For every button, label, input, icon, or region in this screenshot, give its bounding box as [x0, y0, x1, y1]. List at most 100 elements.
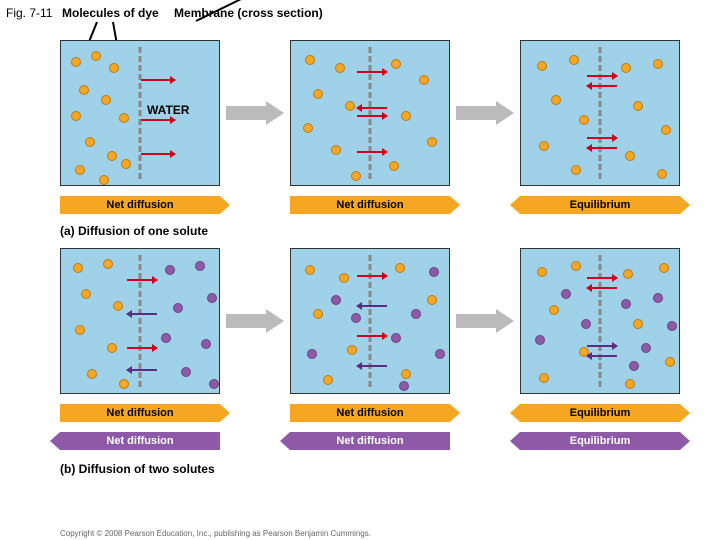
- dye-dot-orange: [121, 159, 131, 169]
- dye-dot-orange: [81, 289, 91, 299]
- dye-dot-orange: [345, 101, 355, 111]
- membrane-line: [599, 47, 602, 179]
- dye-dot-orange: [633, 319, 643, 329]
- dye-dot-purple: [535, 335, 545, 345]
- dye-dot-orange: [579, 115, 589, 125]
- dye-dot-orange: [313, 309, 323, 319]
- flow-arrow-icon: [357, 305, 387, 307]
- dye-dot-purple: [331, 295, 341, 305]
- dye-dot-orange: [549, 305, 559, 315]
- banner-equilibrium: Equilibrium: [520, 196, 680, 214]
- row-b: [60, 248, 680, 394]
- dye-dot-orange: [571, 165, 581, 175]
- dye-dot-orange: [347, 345, 357, 355]
- dye-dot-orange: [107, 343, 117, 353]
- dye-dot-orange: [79, 85, 89, 95]
- dye-dot-purple: [653, 293, 663, 303]
- dye-dot-orange: [339, 273, 349, 283]
- dye-dot-orange: [657, 169, 667, 179]
- dye-dot-orange: [537, 61, 547, 71]
- flow-arrow-icon: [587, 345, 617, 347]
- molecules-label: Molecules of dye: [62, 6, 159, 20]
- dye-dot-orange: [71, 111, 81, 121]
- flow-arrow-icon: [587, 147, 617, 149]
- dye-dot-orange: [335, 63, 345, 73]
- membrane-line: [369, 47, 372, 179]
- dye-dot-purple: [165, 265, 175, 275]
- flow-arrow-icon: [357, 275, 387, 277]
- flow-arrow-icon: [587, 277, 617, 279]
- top-labels: Molecules of dye Membrane (cross section…: [62, 6, 323, 20]
- dye-dot-purple: [173, 303, 183, 313]
- flow-arrow-icon: [357, 71, 387, 73]
- dye-dot-purple: [429, 267, 439, 277]
- dye-dot-purple: [641, 343, 651, 353]
- dye-dot-orange: [113, 301, 123, 311]
- dye-dot-orange: [659, 263, 669, 273]
- panel-a3: [520, 40, 680, 186]
- panel-b1: [60, 248, 220, 394]
- flow-arrow-icon: [127, 279, 157, 281]
- dye-dot-orange: [427, 137, 437, 147]
- caption-b: (b) Diffusion of two solutes: [60, 462, 215, 476]
- flow-arrow-icon: [357, 107, 387, 109]
- dye-dot-orange: [625, 379, 635, 389]
- dye-dot-purple: [181, 367, 191, 377]
- membrane-line: [139, 47, 142, 179]
- dye-dot-orange: [109, 63, 119, 73]
- dye-dot-purple: [207, 293, 217, 303]
- membrane-line: [599, 255, 602, 387]
- flow-arrow-icon: [357, 115, 387, 117]
- flow-arrow-icon: [357, 151, 387, 153]
- dye-dot-orange: [633, 101, 643, 111]
- dye-dot-orange: [85, 137, 95, 147]
- dye-dot-orange: [625, 151, 635, 161]
- dye-dot-orange: [537, 267, 547, 277]
- banner-net-diffusion: Net diffusion: [60, 432, 220, 450]
- dye-dot-orange: [75, 165, 85, 175]
- dye-dot-orange: [103, 259, 113, 269]
- row-b-banners-orange: Net diffusion Net diffusion Equilibrium: [60, 404, 680, 422]
- dye-dot-orange: [75, 325, 85, 335]
- dye-dot-orange: [569, 55, 579, 65]
- dye-dot-orange: [539, 373, 549, 383]
- dye-dot-orange: [87, 369, 97, 379]
- dye-dot-orange: [119, 379, 129, 389]
- flow-arrow-icon: [587, 85, 617, 87]
- dye-dot-orange: [661, 125, 671, 135]
- dye-dot-orange: [303, 123, 313, 133]
- flow-arrow-icon: [587, 355, 617, 357]
- dye-dot-orange: [395, 263, 405, 273]
- dye-dot-orange: [653, 59, 663, 69]
- dye-dot-orange: [73, 263, 83, 273]
- dye-dot-orange: [419, 75, 429, 85]
- dye-dot-orange: [107, 151, 117, 161]
- dye-dot-orange: [623, 269, 633, 279]
- flow-arrow-icon: [141, 153, 175, 155]
- dye-dot-purple: [201, 339, 211, 349]
- flow-arrow-icon: [127, 347, 157, 349]
- caption-a: (a) Diffusion of one solute: [60, 224, 208, 238]
- dye-dot-purple: [411, 309, 421, 319]
- dye-dot-purple: [399, 381, 409, 391]
- row-a: WATER: [60, 40, 680, 186]
- panel-b2: [290, 248, 450, 394]
- panel-a2: [290, 40, 450, 186]
- membrane-label: Membrane (cross section): [174, 6, 323, 20]
- dye-dot-purple: [561, 289, 571, 299]
- row-a-banners: Net diffusion Net diffusion Equilibrium: [60, 196, 680, 214]
- banner-equilibrium: Equilibrium: [520, 432, 680, 450]
- dye-dot-orange: [551, 95, 561, 105]
- flow-arrow-icon: [587, 137, 617, 139]
- dye-dot-purple: [161, 333, 171, 343]
- transition-arrow-icon: [226, 309, 284, 333]
- dye-dot-orange: [427, 295, 437, 305]
- dye-dot-purple: [195, 261, 205, 271]
- flow-arrow-icon: [587, 75, 617, 77]
- transition-arrow-icon: [226, 101, 284, 125]
- dye-dot-orange: [71, 57, 81, 67]
- dye-dot-purple: [621, 299, 631, 309]
- dye-dot-purple: [667, 321, 677, 331]
- dye-dot-orange: [331, 145, 341, 155]
- dye-dot-purple: [629, 361, 639, 371]
